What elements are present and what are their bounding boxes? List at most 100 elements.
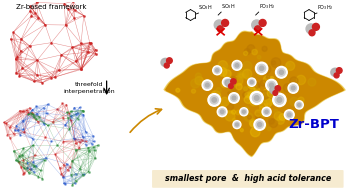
Circle shape (245, 92, 250, 97)
Circle shape (254, 119, 265, 130)
Circle shape (217, 26, 223, 32)
Text: $\mathregular{PO_3H_2}$: $\mathregular{PO_3H_2}$ (259, 2, 275, 11)
Circle shape (202, 80, 213, 90)
Circle shape (251, 127, 260, 137)
Circle shape (270, 83, 274, 87)
Circle shape (231, 84, 238, 91)
Circle shape (254, 87, 259, 92)
Circle shape (250, 121, 256, 127)
Circle shape (245, 76, 249, 79)
Circle shape (268, 127, 271, 131)
Circle shape (240, 108, 248, 116)
Circle shape (261, 112, 266, 117)
Circle shape (271, 86, 278, 94)
Circle shape (278, 68, 285, 76)
Circle shape (264, 109, 270, 115)
Circle shape (248, 80, 257, 89)
Circle shape (295, 101, 304, 109)
Circle shape (232, 118, 236, 122)
Circle shape (260, 107, 263, 110)
Circle shape (267, 89, 276, 98)
Circle shape (286, 61, 295, 70)
Circle shape (217, 107, 227, 117)
Circle shape (233, 121, 241, 129)
Circle shape (313, 23, 319, 30)
Circle shape (232, 110, 235, 114)
Circle shape (290, 97, 298, 106)
Circle shape (262, 46, 267, 51)
Circle shape (259, 100, 268, 108)
Circle shape (262, 107, 271, 116)
Circle shape (254, 117, 262, 126)
Circle shape (244, 49, 250, 55)
Circle shape (214, 99, 221, 105)
Circle shape (271, 58, 281, 67)
Circle shape (250, 81, 253, 84)
Circle shape (264, 99, 272, 107)
Circle shape (231, 79, 236, 84)
Circle shape (259, 19, 266, 26)
Circle shape (210, 96, 218, 104)
Circle shape (274, 112, 283, 120)
Text: Zr-based framework: Zr-based framework (16, 4, 87, 10)
Circle shape (273, 91, 278, 95)
Circle shape (266, 75, 270, 79)
Circle shape (244, 106, 249, 111)
Circle shape (237, 71, 246, 79)
Circle shape (272, 93, 276, 96)
Circle shape (270, 86, 277, 94)
Circle shape (232, 60, 242, 70)
Circle shape (331, 68, 339, 76)
Circle shape (231, 94, 236, 99)
Circle shape (226, 79, 234, 87)
Circle shape (208, 94, 221, 106)
Circle shape (306, 24, 316, 34)
Circle shape (252, 96, 260, 104)
Circle shape (283, 84, 292, 92)
Circle shape (211, 91, 221, 101)
Circle shape (258, 64, 266, 72)
Circle shape (296, 102, 302, 108)
Circle shape (257, 71, 262, 76)
Circle shape (213, 66, 222, 75)
Circle shape (268, 81, 275, 89)
Circle shape (290, 85, 297, 91)
Circle shape (254, 83, 260, 88)
Circle shape (226, 81, 229, 84)
Circle shape (243, 110, 245, 113)
Circle shape (248, 92, 256, 99)
Text: interpenetration: interpenetration (63, 88, 115, 94)
Circle shape (272, 61, 276, 65)
Circle shape (195, 77, 203, 85)
Circle shape (247, 45, 255, 52)
Circle shape (220, 97, 229, 106)
Circle shape (234, 122, 240, 127)
Circle shape (256, 62, 268, 74)
Circle shape (191, 79, 200, 88)
Circle shape (279, 114, 286, 120)
Circle shape (250, 98, 257, 106)
Circle shape (239, 74, 243, 78)
Circle shape (161, 58, 169, 66)
Circle shape (279, 70, 283, 74)
Circle shape (226, 65, 230, 69)
Circle shape (263, 76, 272, 84)
Circle shape (260, 80, 266, 86)
Circle shape (240, 69, 249, 78)
Circle shape (238, 73, 245, 79)
Circle shape (290, 77, 298, 85)
Circle shape (254, 96, 259, 100)
Circle shape (288, 113, 291, 116)
Circle shape (252, 94, 261, 102)
Circle shape (219, 109, 225, 115)
Text: $\mathregular{SO_3H}$: $\mathregular{SO_3H}$ (199, 3, 213, 12)
Circle shape (246, 96, 250, 100)
Circle shape (225, 79, 233, 87)
Text: smallest pore  &  high acid tolerance: smallest pore & high acid tolerance (165, 174, 331, 183)
Circle shape (245, 99, 250, 104)
Circle shape (225, 111, 235, 121)
Circle shape (242, 61, 252, 71)
Circle shape (240, 129, 243, 132)
Circle shape (222, 77, 232, 87)
Circle shape (231, 77, 237, 82)
